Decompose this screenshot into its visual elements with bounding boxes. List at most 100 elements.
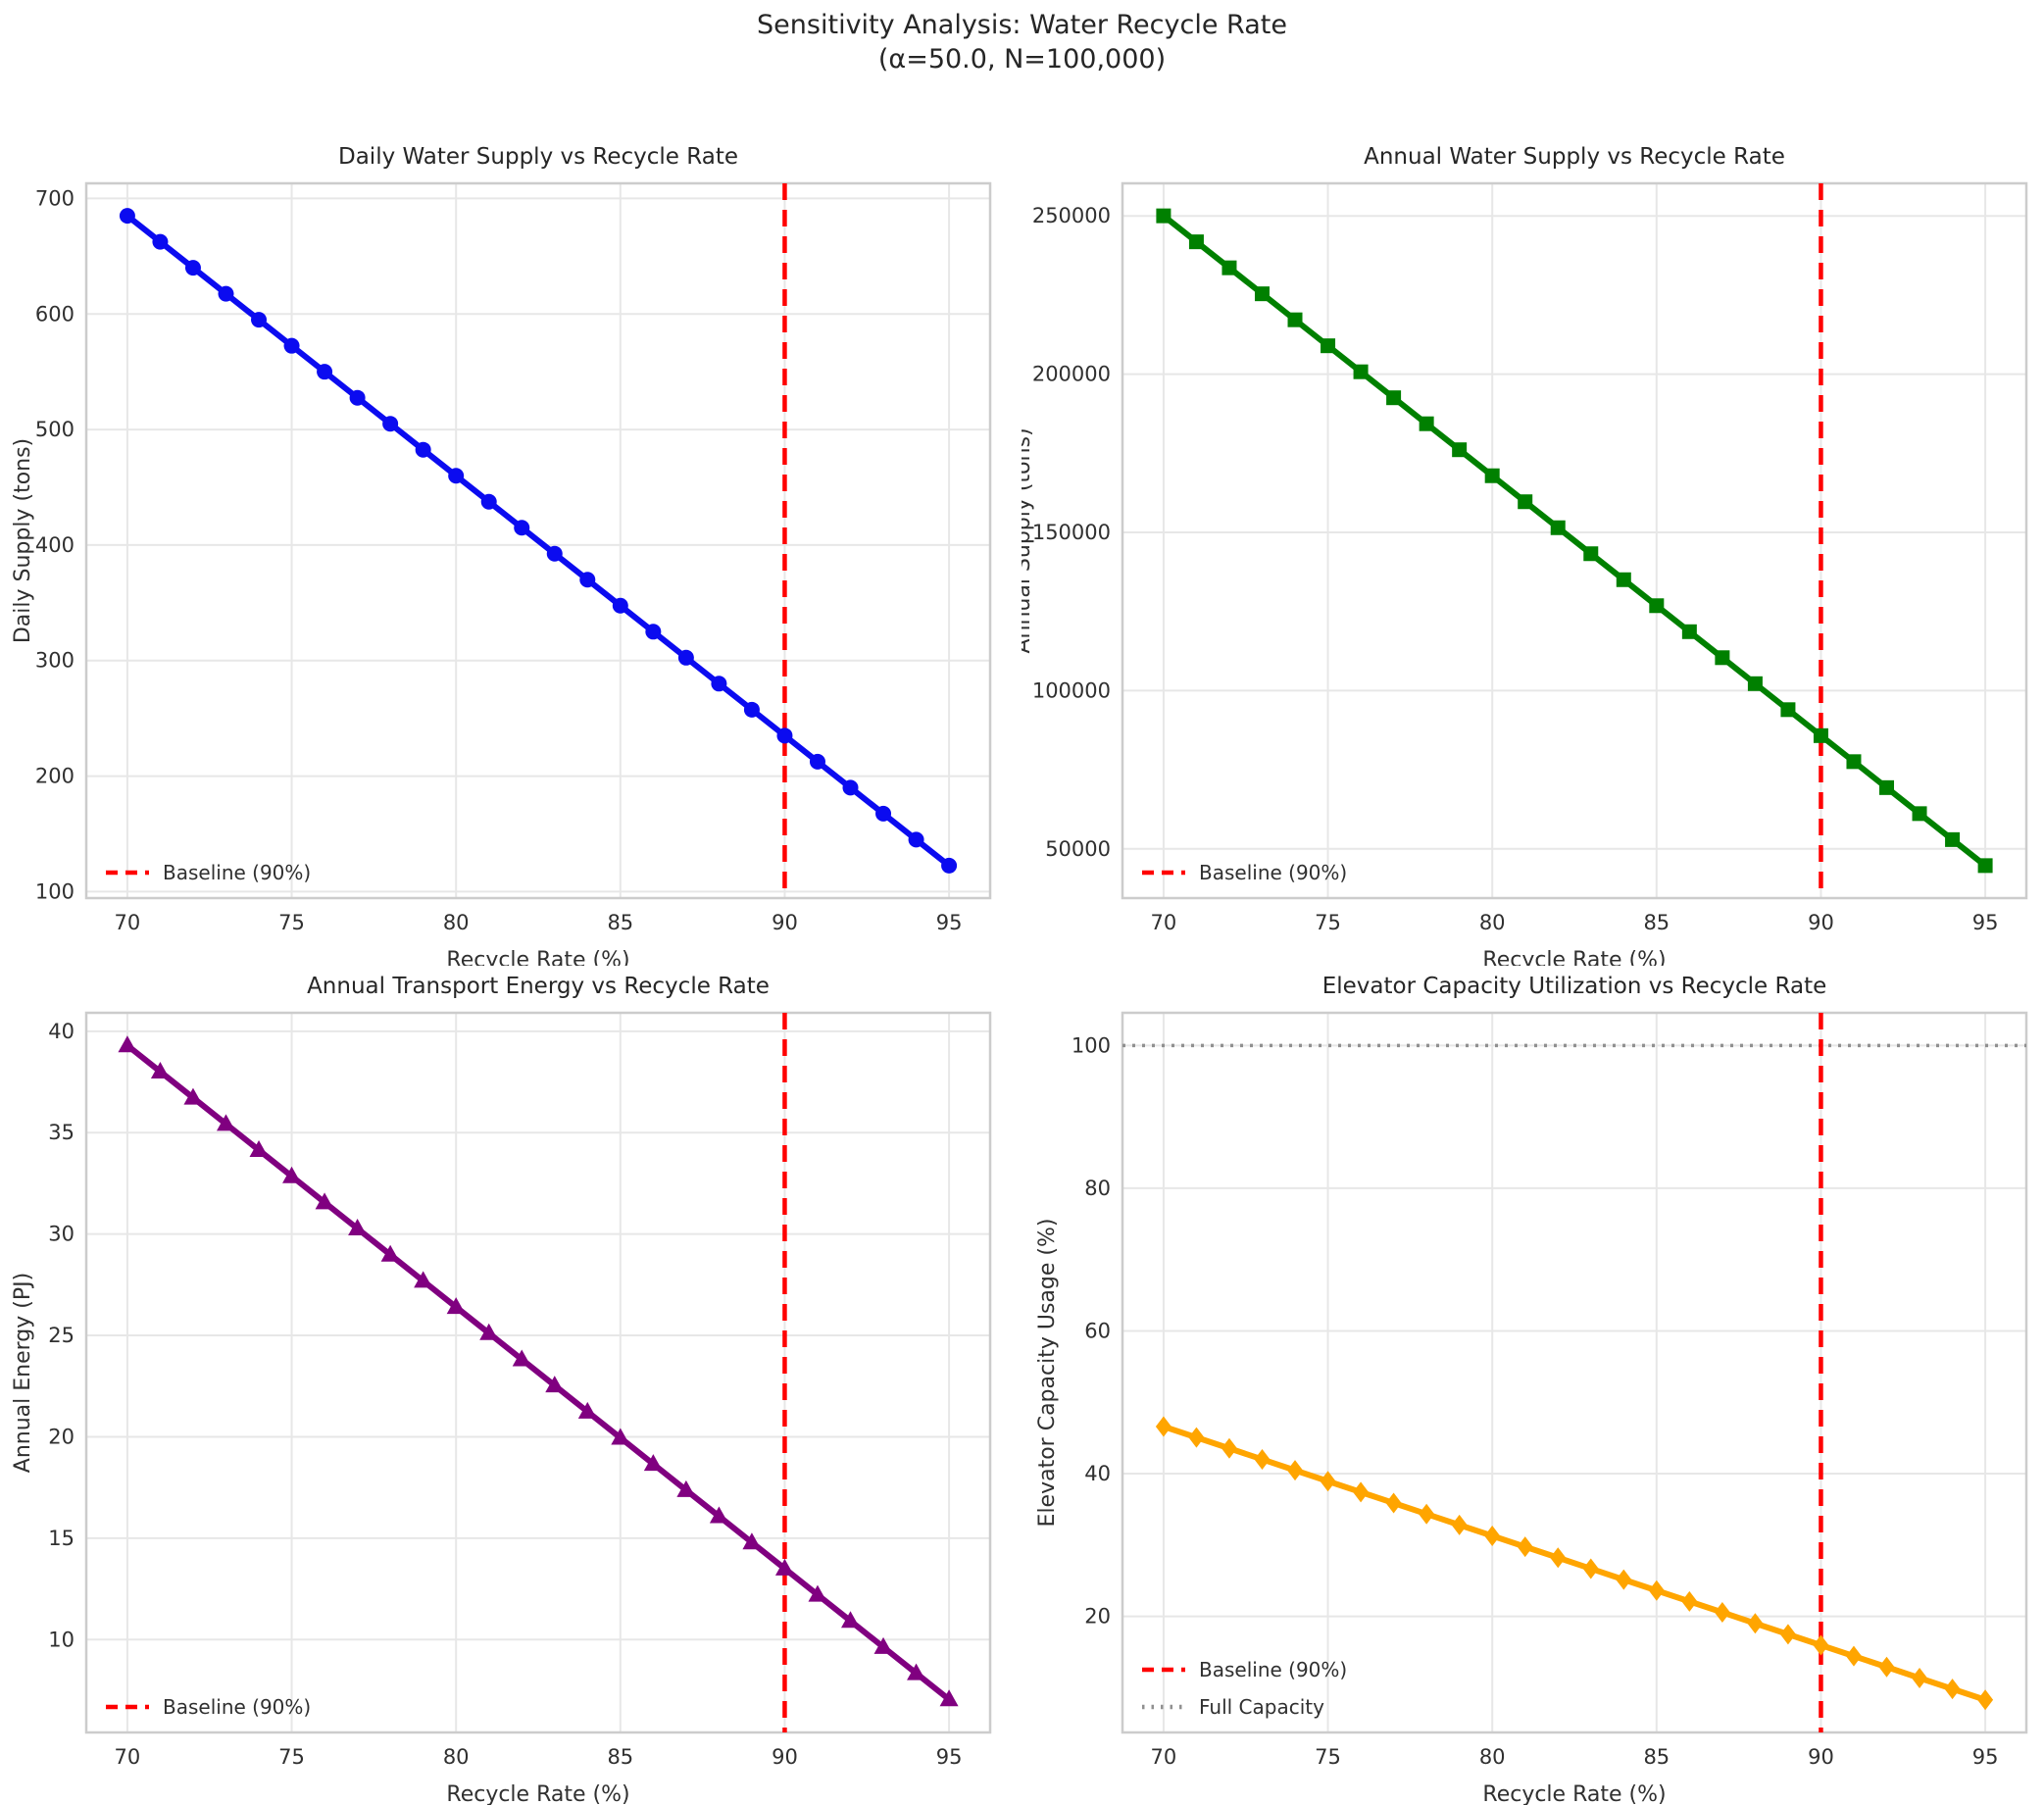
data-point-marker — [1419, 1503, 1435, 1525]
data-point-marker — [1385, 1492, 1402, 1514]
y-tick-label: 60 — [1084, 1319, 1111, 1342]
data-point-marker — [1747, 1613, 1764, 1634]
y-axis-label: Elevator Capacity Usage (%) — [1035, 1219, 1060, 1528]
subplot-title: Annual Transport Energy vs Recycle Rate — [307, 974, 770, 999]
y-axis-label: Daily Supply (tons) — [11, 438, 35, 643]
data-point-marker — [251, 312, 268, 328]
subplot-title: Elevator Capacity Utilization vs Recycle… — [1322, 974, 1827, 999]
elevator-capacity-utilization-plot: 70 75 80 85 90 95 20 40 60 80 100 Baseline (90%) Ful… — [1035, 974, 2028, 1805]
data-point-marker — [380, 1244, 400, 1262]
data-point-marker — [315, 1192, 334, 1210]
data-point-marker — [742, 1532, 762, 1550]
y-tick-label: 250000 — [1032, 204, 1111, 227]
axes-frame — [84, 181, 992, 900]
data-point-marker — [1879, 779, 1895, 795]
data-point-marker — [1386, 390, 1402, 406]
x-tick-label: 75 — [1315, 1745, 1341, 1769]
y-tick-label: 200000 — [1032, 363, 1111, 386]
data-point-marker — [150, 1061, 170, 1078]
data-point-marker — [1813, 1634, 1829, 1656]
x-tick-label: 85 — [607, 911, 633, 934]
y-tick-label: 100 — [35, 879, 75, 903]
x-tick-label: 90 — [1808, 911, 1834, 934]
y-tick-label: 100 — [1072, 1033, 1111, 1057]
x-tick-label: 85 — [607, 1745, 633, 1769]
x-tick-label: 80 — [443, 1745, 470, 1769]
data-point-marker — [1846, 754, 1862, 770]
data-point-marker — [1287, 1460, 1304, 1481]
data-point-marker — [577, 1401, 597, 1419]
data-point-marker — [1452, 442, 1468, 458]
y-axis-label: Annual Energy (PJ) — [11, 1273, 35, 1473]
y-tick-label: 500 — [35, 418, 75, 441]
data-point-marker — [218, 285, 234, 302]
data-point-marker — [1518, 494, 1533, 510]
data-point-marker — [382, 416, 399, 432]
y-tick-label: 300 — [35, 649, 75, 673]
data-point-marker — [1353, 364, 1369, 379]
suptitle-line-1: Sensitivity Analysis: Water Recycle Rate — [757, 10, 1287, 40]
data-point-marker — [743, 701, 760, 718]
x-axis-label: Recycle Rate (%) — [1482, 948, 1666, 966]
y-tick-label: 40 — [1084, 1462, 1111, 1485]
legend-label: Baseline (90%) — [1199, 1658, 1347, 1681]
chart-annual-transport-energy: 70 75 80 85 90 95 10 15 20 25 30 35 40 Baseline (90%)… — [0, 966, 1022, 1805]
data-point-marker — [1221, 260, 1237, 276]
data-point-marker — [1517, 1536, 1533, 1558]
data-point-marker — [841, 1611, 861, 1629]
annual-transport-energy-plot: 70 75 80 85 90 95 10 15 20 25 30 35 40 Baseline (90%)… — [11, 974, 992, 1805]
data-point-marker — [216, 1114, 235, 1131]
data-point-marker — [1582, 1558, 1599, 1579]
data-point-marker — [1287, 312, 1303, 327]
x-tick-label: 90 — [772, 1745, 798, 1769]
x-tick-label: 70 — [115, 1745, 141, 1769]
y-tick-label: 30 — [48, 1223, 75, 1246]
data-point-marker — [1944, 1679, 1961, 1700]
data-point-marker — [183, 1087, 203, 1105]
data-point-marker — [282, 1166, 302, 1183]
data-point-marker — [1681, 1590, 1698, 1612]
data-point-marker — [1221, 1437, 1237, 1459]
x-tick-label: 90 — [1808, 1745, 1834, 1769]
data-point-marker — [1353, 1481, 1370, 1503]
legend-label: Baseline (90%) — [1199, 861, 1347, 884]
data-point-marker — [643, 1454, 663, 1472]
data-point-marker — [1779, 1624, 1796, 1645]
y-tick-label: 150000 — [1032, 521, 1111, 544]
x-tick-label: 75 — [278, 911, 305, 934]
figure-suptitle: Sensitivity Analysis: Water Recycle Rate… — [0, 8, 2044, 76]
data-point-marker — [414, 1271, 433, 1288]
data-point-marker — [1320, 1471, 1336, 1492]
data-point-marker — [512, 1349, 531, 1367]
y-tick-label: 100000 — [1032, 678, 1111, 702]
data-point-marker — [448, 468, 465, 484]
data-point-marker — [1254, 1448, 1271, 1470]
data-point-marker — [1484, 468, 1500, 483]
y-tick-label: 700 — [35, 186, 75, 210]
x-tick-label: 75 — [1315, 911, 1341, 934]
axes-frame — [1121, 181, 2028, 900]
x-tick-label: 70 — [1151, 911, 1177, 934]
chart-daily-water-supply: 70 75 80 85 90 95 100 200 300 400 500 600 700 Baselin… — [0, 98, 1022, 966]
x-tick-label: 80 — [1479, 911, 1506, 934]
data-point-marker — [1156, 208, 1172, 224]
subplot-title: Annual Water Supply vs Recycle Rate — [1364, 144, 1785, 170]
data-point-marker — [776, 727, 793, 744]
y-tick-label: 10 — [48, 1628, 75, 1651]
data-point-marker — [1155, 1416, 1172, 1437]
data-point-marker — [1616, 1569, 1632, 1590]
data-point-marker — [709, 1506, 728, 1524]
x-tick-label: 80 — [443, 911, 470, 934]
data-point-marker — [1188, 1427, 1205, 1448]
axes-frame — [84, 1011, 992, 1734]
annual-water-supply-plot: 70 75 80 85 90 95 50000 100000 150000 200000 25000… — [1022, 144, 2028, 966]
y-tick-label: 600 — [35, 302, 75, 326]
data-point-marker — [1878, 1656, 1895, 1678]
data-point-marker — [1616, 572, 1631, 587]
subplot-title: Daily Water Supply vs Recycle Rate — [338, 144, 738, 170]
x-tick-label: 95 — [936, 911, 963, 934]
x-axis-label: Recycle Rate (%) — [446, 948, 629, 966]
data-point-marker — [119, 208, 135, 225]
data-point-marker — [1451, 1514, 1468, 1535]
data-point-marker — [184, 260, 201, 276]
